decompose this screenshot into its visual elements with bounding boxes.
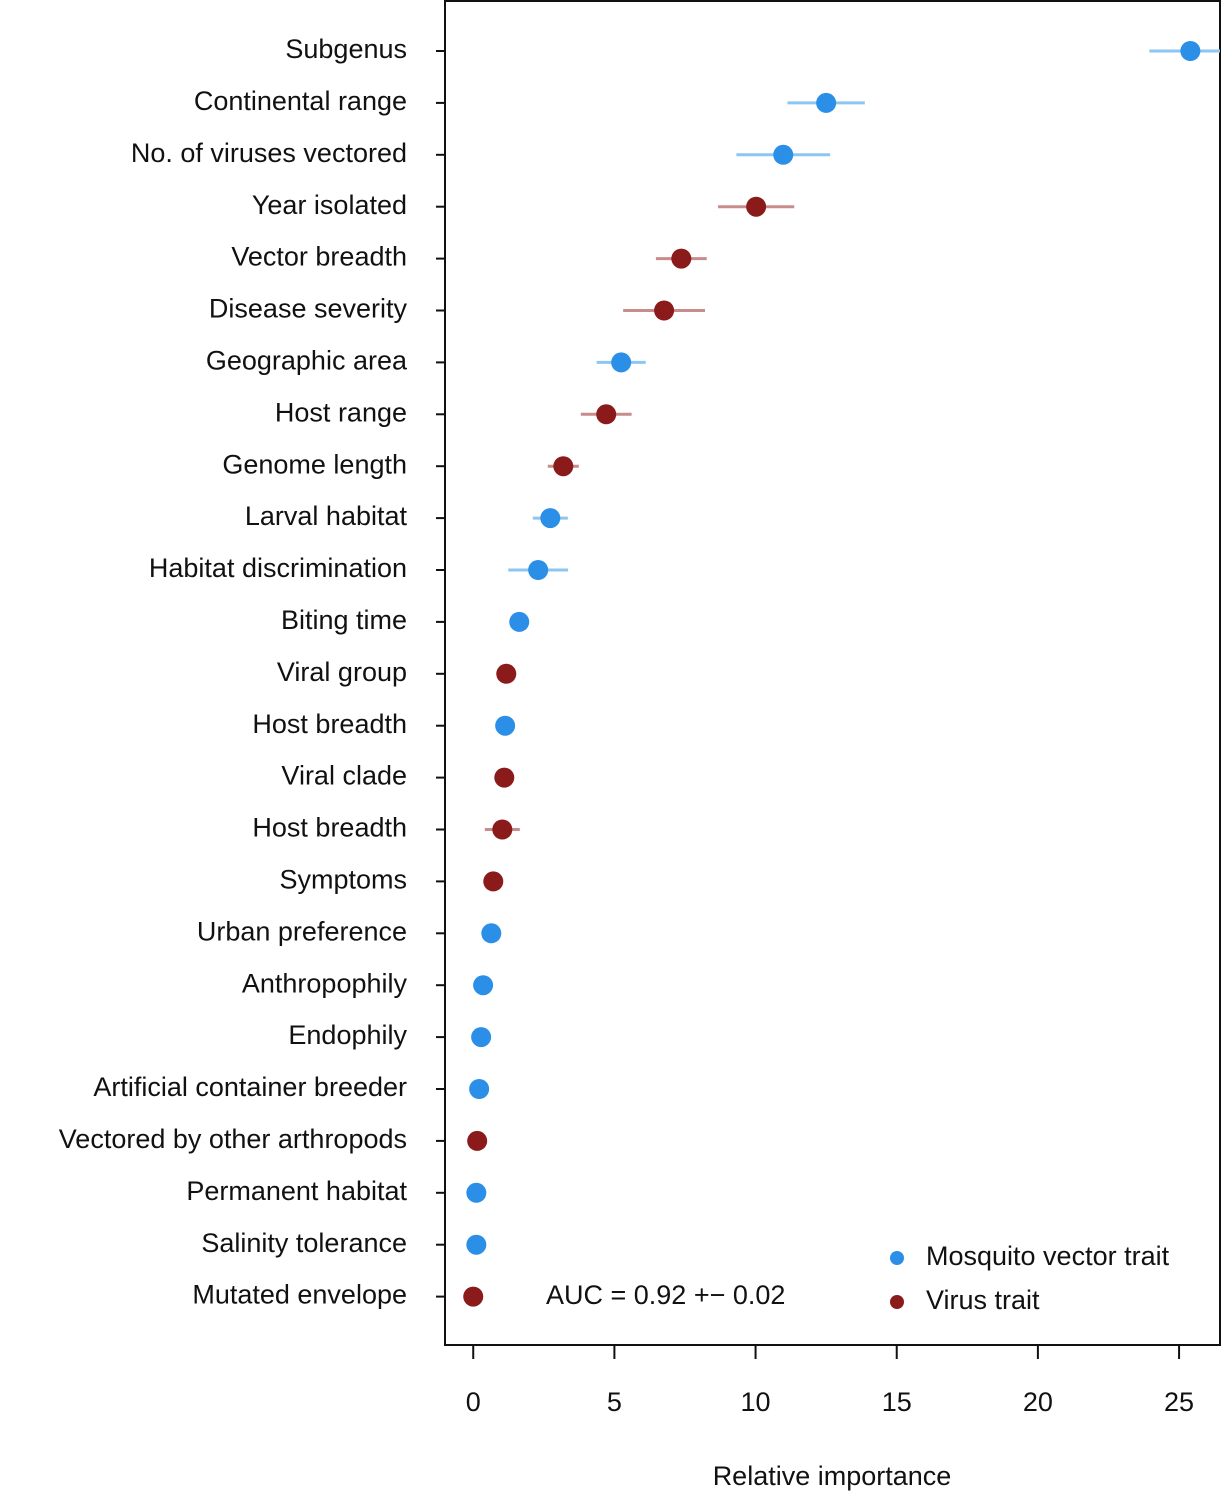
x-tick-label: 0 (466, 1387, 481, 1417)
legend-marker (890, 1295, 904, 1309)
y-tick-label: Anthropophily (242, 968, 408, 998)
dot (496, 663, 517, 684)
y-tick-label: Symptoms (279, 865, 407, 895)
y-tick-label: Geographic area (206, 346, 408, 376)
y-tick-label: Larval habitat (245, 501, 408, 531)
x-tick-label: 20 (1023, 1387, 1053, 1417)
x-tick-label: 10 (741, 1387, 771, 1417)
dot (596, 404, 617, 425)
x-tick-label: 25 (1164, 1387, 1194, 1417)
y-tick-label: Viral group (277, 657, 407, 687)
y-tick-label: Artificial container breeder (93, 1072, 407, 1102)
dot (481, 923, 502, 944)
y-tick-label: Salinity tolerance (201, 1228, 407, 1258)
dot (473, 975, 494, 996)
plot-frame (444, 0, 1221, 1346)
dot (463, 1286, 484, 1307)
y-tick-label: Vector breadth (231, 242, 407, 272)
y-tick-label: Viral clade (281, 761, 407, 791)
y-tick-label: Host breadth (252, 709, 407, 739)
legend-label: Virus trait (926, 1285, 1040, 1315)
y-tick-label: Host breadth (252, 813, 407, 843)
y-tick-label: Continental range (194, 86, 407, 116)
dot (611, 352, 632, 373)
y-tick-label: Permanent habitat (186, 1176, 407, 1206)
y-tick-label: Disease severity (209, 294, 408, 324)
y-tick-label: Biting time (281, 605, 407, 635)
dot (654, 300, 675, 321)
dot (467, 1130, 488, 1151)
dot (471, 1027, 492, 1048)
y-tick-label: Vectored by other arthropods (59, 1124, 407, 1154)
y-tick-label: Genome length (222, 449, 407, 479)
legend-marker (890, 1251, 904, 1265)
y-tick-label: Urban preference (197, 916, 407, 946)
dot (469, 1079, 490, 1099)
dot (528, 560, 549, 580)
dot (495, 715, 516, 736)
y-tick-label: Host range (275, 397, 407, 427)
dot (466, 1234, 487, 1255)
y-tick-label: No. of viruses vectored (131, 138, 407, 168)
dot (466, 1182, 487, 1203)
x-tick-label: 15 (882, 1387, 912, 1417)
dot (509, 611, 530, 632)
dot (492, 819, 513, 840)
legend-label: Mosquito vector trait (926, 1241, 1170, 1271)
dot (773, 144, 794, 165)
y-tick-label: Endophily (288, 1020, 407, 1050)
y-tick-label: Mutated envelope (192, 1280, 407, 1310)
y-tick-label: Year isolated (252, 190, 407, 220)
dot (746, 196, 767, 217)
x-axis-label: Relative importance (713, 1461, 952, 1491)
dot (494, 767, 515, 788)
annotation: AUC = 0.92 +− 0.02 (546, 1280, 785, 1310)
dot (483, 871, 504, 892)
y-tick-label: Habitat discrimination (149, 553, 407, 583)
dot (553, 456, 574, 477)
x-tick-label: 5 (607, 1387, 622, 1417)
dot (1180, 41, 1201, 61)
dot (540, 508, 561, 529)
dot (671, 248, 692, 269)
dot (816, 92, 837, 113)
y-tick-label: Subgenus (285, 34, 407, 64)
